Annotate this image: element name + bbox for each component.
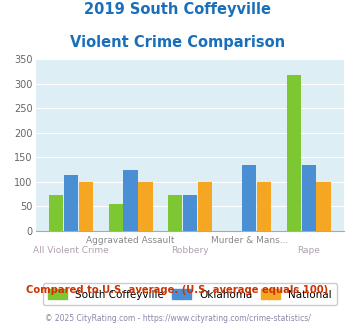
Text: All Violent Crime: All Violent Crime — [33, 246, 109, 255]
Bar — [198, 182, 212, 231]
Text: Robbery: Robbery — [171, 246, 209, 255]
Bar — [49, 195, 64, 231]
Bar — [64, 175, 78, 231]
Bar — [242, 165, 256, 231]
Bar — [138, 182, 153, 231]
Bar — [316, 182, 331, 231]
Bar — [287, 75, 301, 231]
Bar — [168, 195, 182, 231]
Text: Violent Crime Comparison: Violent Crime Comparison — [70, 35, 285, 50]
Text: Compared to U.S. average. (U.S. average equals 100): Compared to U.S. average. (U.S. average … — [26, 285, 329, 295]
Bar — [124, 170, 138, 231]
Bar — [183, 195, 197, 231]
Bar — [257, 182, 271, 231]
Text: 2019 South Coffeyville: 2019 South Coffeyville — [84, 2, 271, 16]
Bar — [79, 182, 93, 231]
Text: Aggravated Assault: Aggravated Assault — [86, 236, 175, 245]
Legend: South Coffeyville, Oklahoma, National: South Coffeyville, Oklahoma, National — [43, 283, 337, 305]
Bar — [109, 204, 123, 231]
Bar — [302, 165, 316, 231]
Text: © 2025 CityRating.com - https://www.cityrating.com/crime-statistics/: © 2025 CityRating.com - https://www.city… — [45, 314, 310, 323]
Text: Rape: Rape — [297, 246, 320, 255]
Text: Murder & Mans...: Murder & Mans... — [211, 236, 288, 245]
